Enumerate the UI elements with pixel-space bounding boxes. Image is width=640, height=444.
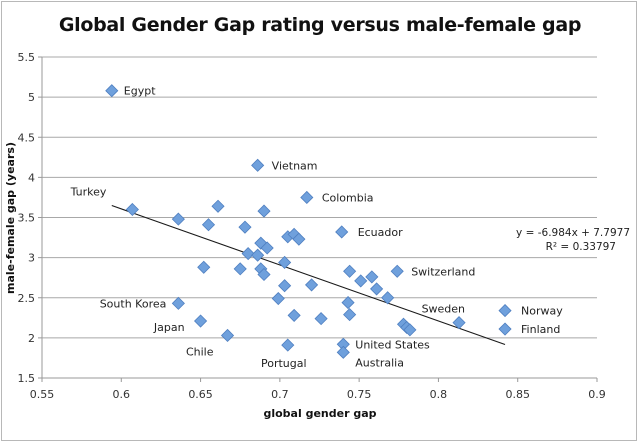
point-label: Chile [186, 345, 214, 358]
data-point [305, 278, 319, 292]
y-axis-label: male-female gap (years) [4, 142, 17, 294]
data-point [241, 247, 255, 261]
data-point [314, 312, 328, 326]
x-tick-label: 0.7 [271, 388, 289, 401]
y-tick-label: 5.5 [18, 51, 36, 64]
data-point [452, 316, 466, 330]
data-point [220, 328, 235, 343]
data-point [171, 296, 185, 310]
axes [38, 56, 598, 382]
data-point [257, 204, 271, 218]
data-point [343, 264, 357, 278]
x-tick-label: 0.85 [505, 388, 530, 401]
data-point [381, 291, 395, 305]
point-labels: Egypt Vietnam Colombia Ecuador Turkey Switzer… [70, 85, 564, 370]
point-label: Colombia [322, 191, 374, 204]
data-point [498, 304, 512, 318]
x-tick-labels: 0.55 0.6 0.65 0.7 0.75 0.8 0.85 0.9 [30, 388, 606, 401]
data-points [105, 84, 512, 359]
y-tick-labels: 1.5 2 2.5 3 3.5 4 4.5 5 5.5 [18, 51, 36, 385]
point-label: Portugal [261, 357, 307, 370]
data-point [498, 322, 512, 336]
data-point [171, 212, 185, 226]
data-point [278, 255, 292, 270]
data-point [354, 274, 368, 288]
data-point [336, 345, 350, 359]
x-tick-label: 0.6 [113, 388, 131, 401]
y-tick-label: 3 [28, 252, 35, 265]
x-axis-label: global gender gap [263, 407, 376, 420]
data-point [278, 279, 292, 293]
gridlines [42, 56, 597, 339]
point-label: Australia [355, 356, 404, 369]
point-label: United States [355, 338, 430, 351]
trendline [111, 205, 506, 346]
y-tick-label: 5 [28, 91, 35, 104]
trendline-group [111, 205, 506, 346]
point-label: Norway [521, 305, 563, 318]
y-tick-label: 1.5 [18, 372, 36, 385]
x-tick-label: 0.8 [430, 388, 448, 401]
x-tick-label: 0.9 [588, 388, 606, 401]
data-point [341, 295, 355, 310]
y-tick-label: 2 [28, 332, 35, 345]
y-tick-label: 2.5 [18, 292, 36, 305]
trendline-r-squared: R² = 0.33797 [546, 241, 616, 253]
data-point [257, 267, 271, 282]
point-label: Finland [521, 323, 560, 336]
data-point [370, 282, 384, 296]
data-point [403, 323, 417, 337]
x-tick-label: 0.65 [188, 388, 213, 401]
data-point [281, 338, 295, 352]
data-point [300, 190, 314, 205]
x-tick-label: 0.55 [30, 388, 55, 401]
data-point [251, 248, 265, 262]
data-point [390, 264, 404, 278]
point-label: Sweden [422, 303, 465, 316]
data-point [125, 202, 139, 217]
point-label: Turkey [70, 185, 107, 198]
data-point [292, 232, 306, 246]
data-point [251, 158, 265, 172]
data-point [365, 270, 379, 284]
data-point [335, 225, 349, 239]
data-point [211, 199, 225, 213]
data-point [260, 241, 274, 255]
data-point [105, 84, 119, 98]
y-tick-label: 3.5 [18, 212, 36, 225]
y-tick-label: 4.5 [18, 131, 36, 144]
y-tick-label: 4 [28, 171, 35, 184]
data-point [238, 220, 252, 234]
data-point [343, 308, 357, 322]
point-label: Ecuador [358, 226, 403, 239]
point-label: Japan [153, 321, 185, 334]
data-point [233, 262, 247, 276]
trendline-equation: y = -6.984x + 7.7977 [516, 227, 630, 239]
point-label: South Korea [100, 297, 167, 310]
data-point [287, 308, 301, 322]
data-point [194, 314, 208, 328]
data-point [197, 260, 211, 274]
chart-title: Global Gender Gap rating versus male-fem… [58, 14, 582, 36]
point-label: Vietnam [272, 159, 318, 172]
x-tick-label: 0.75 [347, 388, 372, 401]
data-point [201, 218, 216, 232]
data-point [271, 291, 285, 306]
point-label: Switzerland [411, 265, 475, 278]
point-label: Egypt [124, 85, 156, 98]
